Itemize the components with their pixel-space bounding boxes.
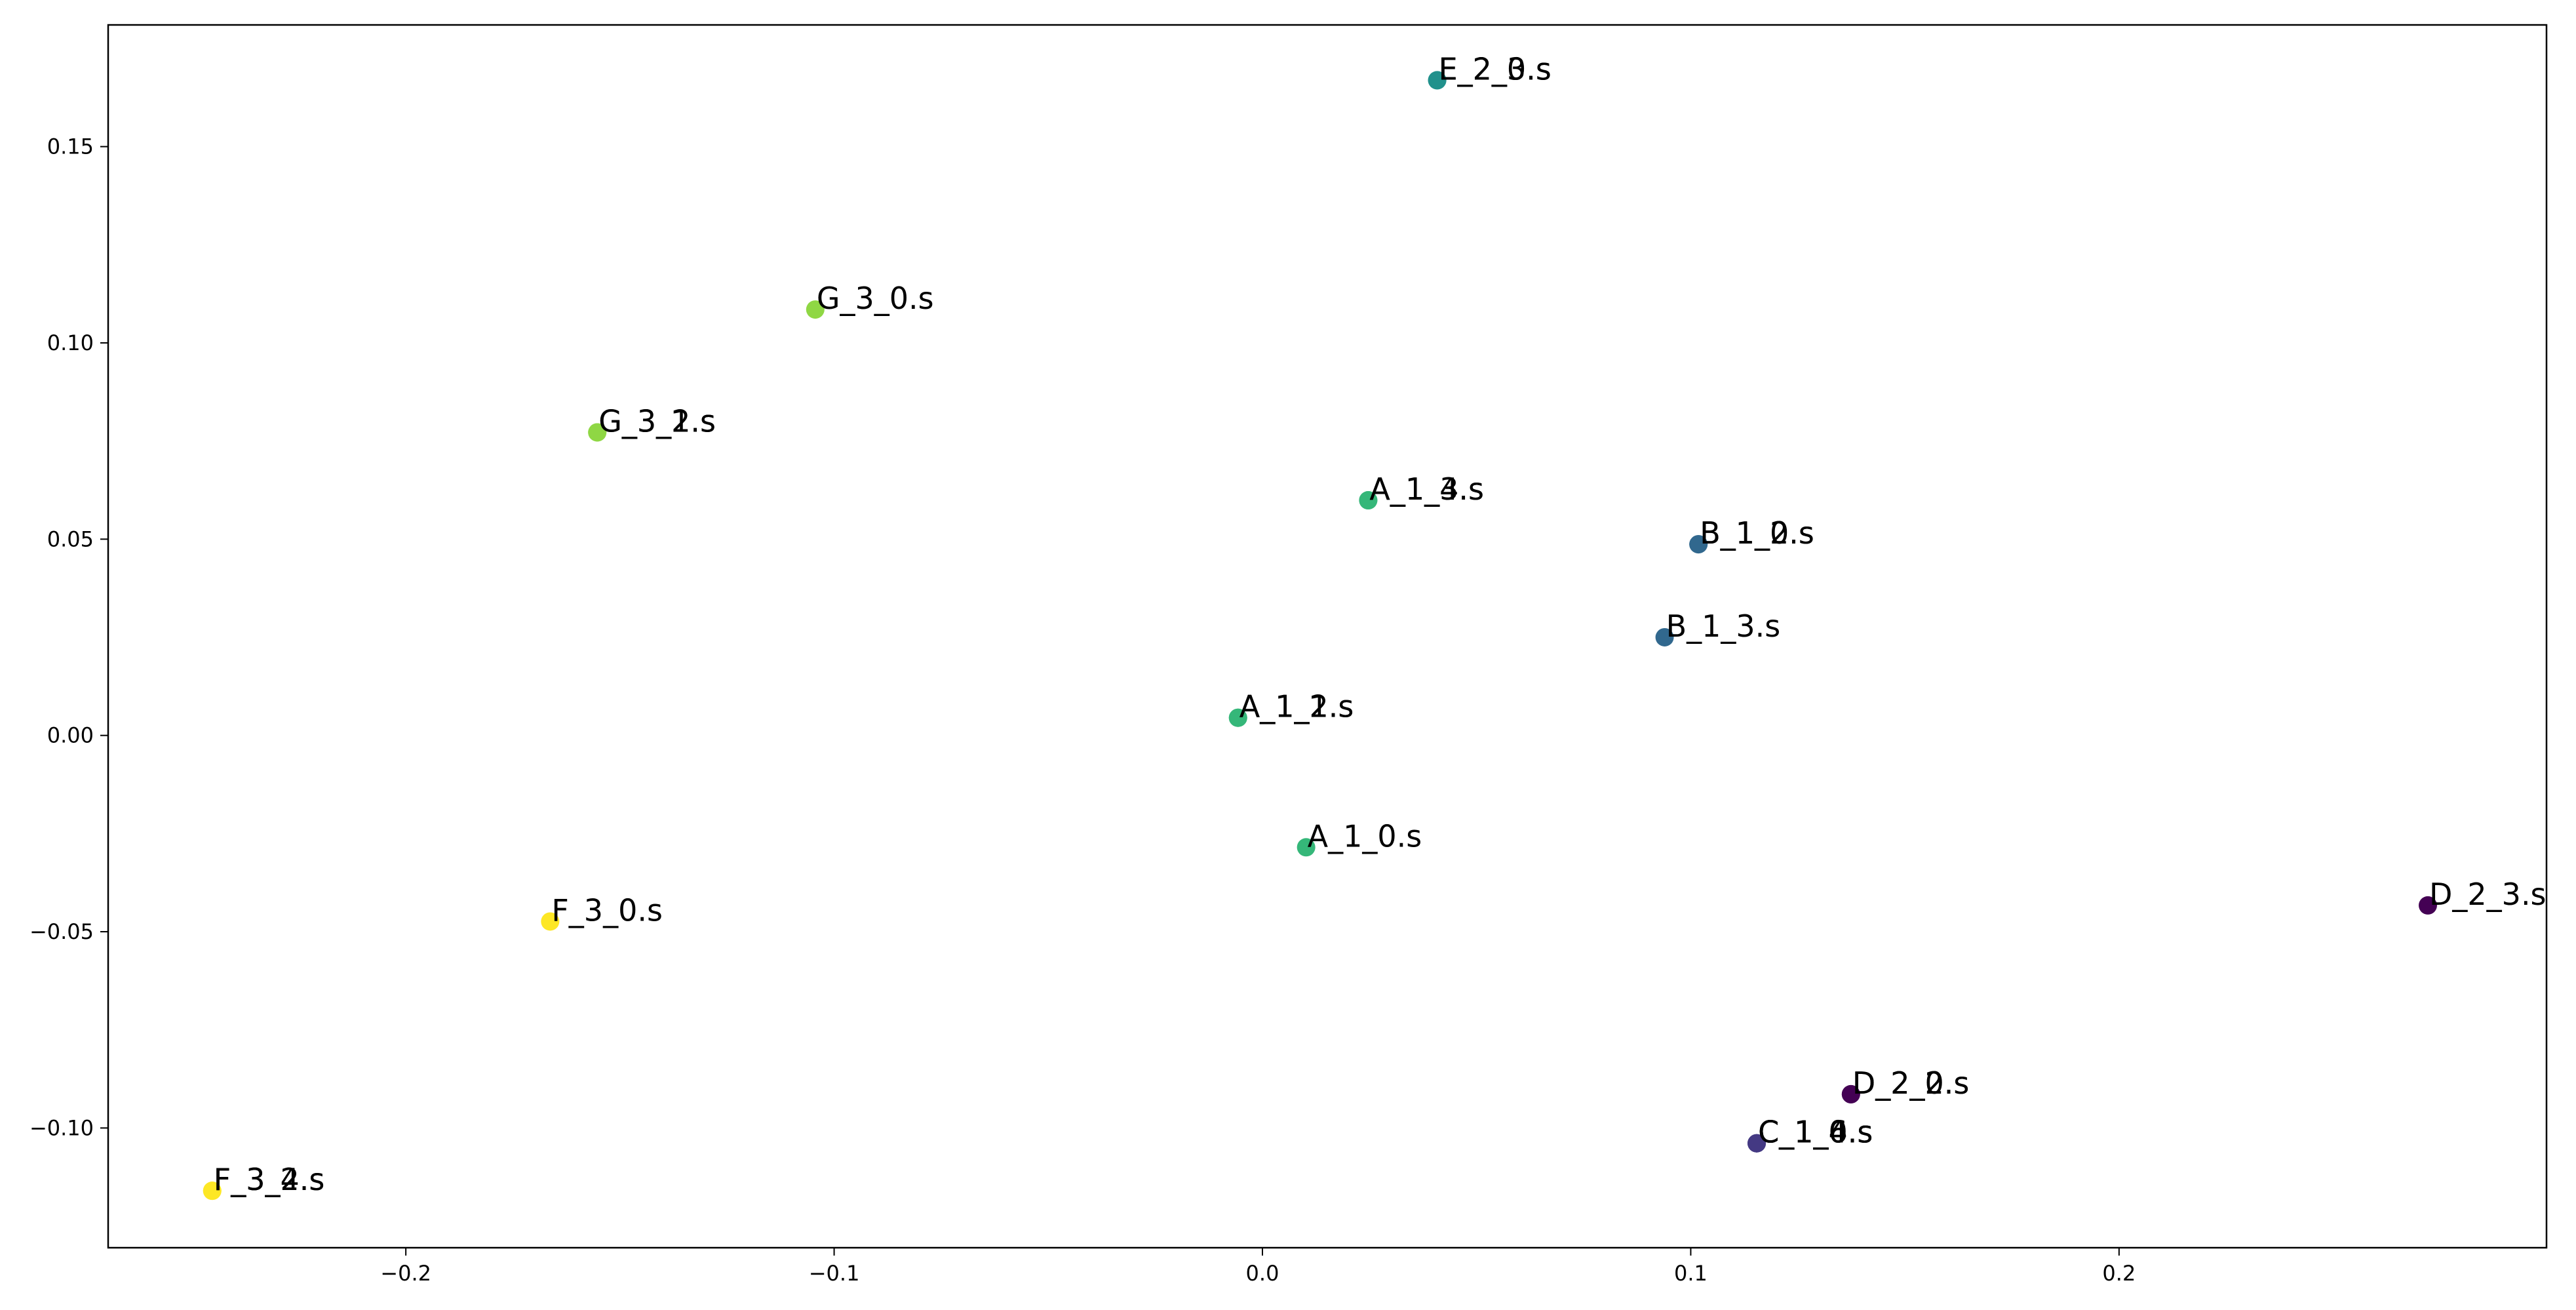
data-point-label: E_2_3.s bbox=[1439, 51, 1551, 87]
y-tick-label: 0.10 bbox=[47, 330, 94, 355]
data-point-label: D_2_0.s bbox=[1852, 1065, 1970, 1101]
data-point-label: G_3_0.s bbox=[817, 281, 934, 316]
x-tick-label: 0.0 bbox=[1246, 1261, 1279, 1286]
data-point-label: B_1_0.s bbox=[1700, 515, 1814, 551]
data-point-label: F_3_4.s bbox=[214, 1162, 325, 1197]
x-tick-label: 0.2 bbox=[2102, 1261, 2136, 1286]
data-point bbox=[1655, 627, 1674, 646]
plot-frame bbox=[107, 24, 2548, 1249]
data-point bbox=[1689, 535, 1708, 554]
data-point bbox=[1841, 1084, 1860, 1103]
data-point-label: C_1_0.s bbox=[1758, 1115, 1873, 1150]
data-point-label: C_1_4.s bbox=[1758, 1115, 1873, 1150]
data-point-label: F_3_2.s bbox=[214, 1162, 325, 1197]
data-point bbox=[541, 912, 560, 931]
data-point-label: E_2_0.s bbox=[1439, 51, 1551, 87]
y-tick-label: 0.05 bbox=[47, 526, 94, 551]
y-tick-label: 0.15 bbox=[47, 134, 94, 159]
x-tick-label: −0.2 bbox=[380, 1261, 431, 1286]
data-point-label: A_1_4.s bbox=[1369, 471, 1484, 507]
data-point-label: B_1_3.s bbox=[1666, 608, 1781, 644]
data-point-label: F_3_0.s bbox=[551, 892, 663, 928]
data-point bbox=[1297, 838, 1316, 857]
x-axis-ticks: −0.2 −0.1 0.0 0.1 0.2 bbox=[380, 1248, 2136, 1286]
data-point-label: D_2_3.s bbox=[2429, 877, 2547, 912]
data-point bbox=[806, 300, 825, 319]
data-point bbox=[203, 1181, 222, 1201]
y-tick-label: 0.00 bbox=[47, 723, 94, 748]
data-point bbox=[1428, 71, 1447, 90]
data-points bbox=[203, 71, 2437, 1201]
data-point-label: B_1_2.s bbox=[1700, 515, 1814, 551]
data-point bbox=[588, 423, 607, 442]
data-point-label: A_1_2.s bbox=[1239, 689, 1354, 724]
point-labels: A_1_0.s A_1_1.sA_1_2.s A_1_3.sA_1_4.s B_1_0… bbox=[214, 51, 2547, 1197]
x-tick-label: 0.1 bbox=[1674, 1261, 1708, 1286]
data-point-label: A_1_0.s bbox=[1308, 818, 1422, 854]
data-point-label: A_1_3.s bbox=[1369, 471, 1484, 507]
data-point bbox=[2418, 896, 2437, 915]
data-point bbox=[1228, 708, 1247, 727]
data-point-label: D_2_2.s bbox=[1852, 1065, 1970, 1101]
data-point-label: G_3_2.s bbox=[598, 403, 716, 439]
y-axis-ticks: −0.10 −0.05 0.00 0.05 0.10 0.15 bbox=[29, 134, 108, 1140]
data-point-label: C_1_6.s bbox=[1758, 1115, 1873, 1150]
data-point-label: A_1_1.s bbox=[1239, 689, 1354, 724]
y-tick-label: −0.05 bbox=[29, 919, 94, 944]
data-point bbox=[1747, 1134, 1766, 1153]
data-point bbox=[1359, 491, 1378, 510]
x-tick-label: −0.1 bbox=[809, 1261, 860, 1286]
y-tick-label: −0.10 bbox=[29, 1115, 94, 1140]
data-point-label: G_3_1.s bbox=[598, 403, 716, 439]
